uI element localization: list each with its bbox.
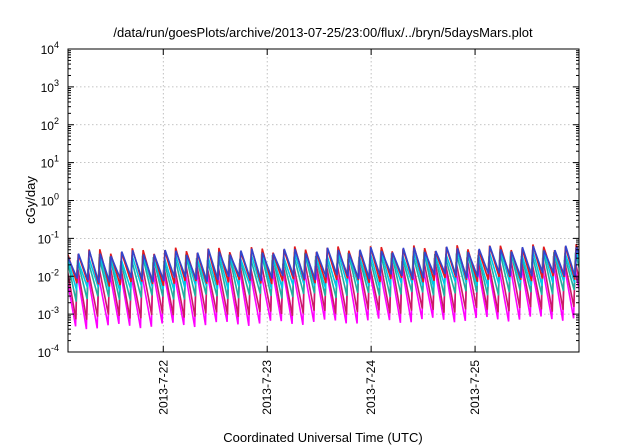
y-tick-label: 10-4 — [38, 343, 59, 360]
y-tick-label: 10-2 — [38, 267, 59, 284]
y-tick-label: 10-3 — [38, 305, 59, 322]
x-tick-label: 2013-7-23 — [260, 360, 274, 415]
x-tick-label: 2013-7-22 — [156, 360, 170, 415]
series-line — [68, 245, 579, 284]
y-tick-label: 102 — [41, 116, 59, 133]
x-axis-label: Coordinated Universal Time (UTC) — [223, 430, 422, 445]
chart-title: /data/run/goesPlots/archive/2013-07-25/2… — [113, 25, 533, 40]
y-tick-labels: 10-4 10-3 10-2 10-1 100 101 102 103 104 — [38, 40, 59, 360]
y-tick-label: 10-1 — [38, 229, 59, 246]
x-tick-label: 2013-7-25 — [468, 360, 482, 415]
axis-ticks — [68, 48, 579, 353]
y-tick-label: 101 — [41, 154, 59, 171]
x-tick-labels: 2013-7-22 2013-7-23 2013-7-24 2013-7-25 — [156, 360, 482, 415]
series-group — [68, 243, 579, 330]
y-tick-label: 104 — [41, 40, 59, 57]
y-tick-label: 103 — [41, 78, 59, 95]
x-tick-label: 2013-7-24 — [364, 360, 378, 415]
y-tick-label: 100 — [41, 192, 59, 209]
y-axis-label: cGy/day — [23, 176, 38, 224]
